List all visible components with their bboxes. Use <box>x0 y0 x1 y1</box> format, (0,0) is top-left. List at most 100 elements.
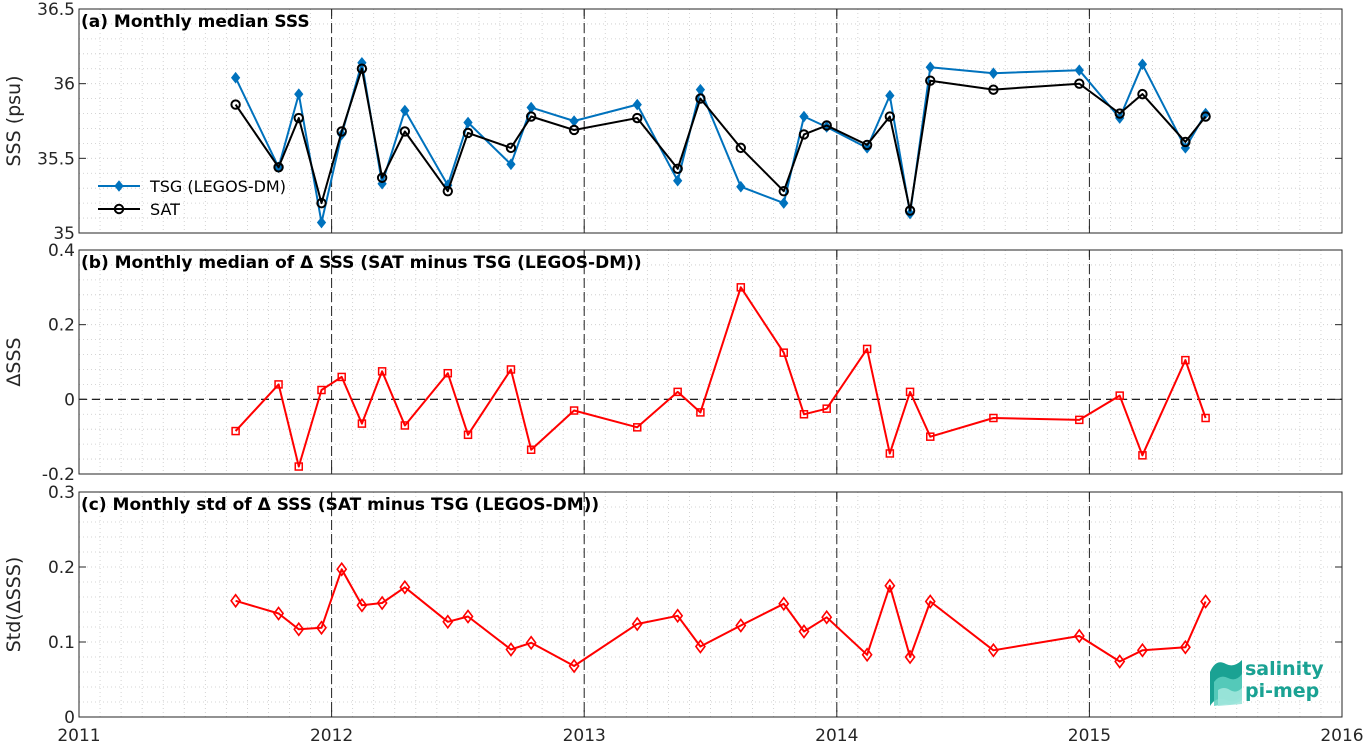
data-point <box>316 197 327 209</box>
data-point <box>230 99 241 110</box>
data-point <box>356 63 368 74</box>
data-point <box>505 642 517 657</box>
y-tick-label: 0 <box>64 708 75 728</box>
data-point <box>1114 654 1126 669</box>
data-point <box>884 578 896 594</box>
data-point <box>506 158 516 171</box>
data-point <box>924 594 936 609</box>
data-point <box>1181 355 1190 365</box>
data-point <box>569 115 579 127</box>
y-tick-label: 36 <box>53 75 75 95</box>
data-point <box>632 423 642 432</box>
data-point <box>1115 391 1124 400</box>
data-point <box>861 139 873 151</box>
data-point <box>1200 111 1211 122</box>
data-point <box>273 606 285 621</box>
x-tick-label: 2015 <box>1068 726 1111 745</box>
data-point <box>1114 108 1125 119</box>
data-point <box>673 174 683 187</box>
data-point <box>442 185 453 197</box>
panel-title: (a) Monthly median SSS <box>81 12 310 32</box>
axes-box <box>78 491 1343 718</box>
data-point <box>1180 136 1191 148</box>
data-point <box>1137 58 1148 71</box>
data-point <box>399 126 411 137</box>
data-point <box>336 126 347 137</box>
data-point <box>337 372 346 382</box>
data-point <box>1138 451 1147 460</box>
data-point <box>568 658 580 674</box>
data-point <box>400 104 410 117</box>
series-line-delta <box>235 568 1207 667</box>
data-point <box>525 111 537 122</box>
data-point <box>273 162 284 173</box>
data-point <box>989 413 998 423</box>
data-point <box>631 616 643 632</box>
data-point <box>231 426 240 436</box>
data-point <box>336 561 348 577</box>
data-point <box>736 283 746 292</box>
data-point <box>274 380 283 389</box>
salinity-pi-mep-logo: salinity pi-mep <box>1208 656 1340 708</box>
data-point <box>987 642 999 658</box>
y-tick-label: 0.1 <box>48 633 75 653</box>
data-point <box>525 635 537 651</box>
data-point <box>315 620 327 636</box>
x-tick-label: 2011 <box>57 726 100 745</box>
data-point <box>1137 88 1148 100</box>
data-point <box>442 614 454 630</box>
y-axis-label: SSS (psu) <box>3 75 25 166</box>
panel-title: (c) Monthly std of Δ SSS (SAT minus TSG … <box>81 495 599 515</box>
data-point <box>316 216 327 229</box>
y-tick-label: 36.5 <box>37 0 75 20</box>
data-point <box>462 127 474 139</box>
panel-c: 0 0.1 0.2 0.3 2011 2012 2013 2014 2015 2016 Std(ΔS… <box>3 483 1364 745</box>
axes-box <box>78 249 1343 475</box>
data-point <box>294 88 304 100</box>
data-point <box>862 142 872 154</box>
data-point <box>904 649 916 665</box>
panel-b: -0.2 0 0.2 0.4 ΔSSS (b) Monthly median of Δ S… <box>3 241 1343 485</box>
wave-icon <box>1210 660 1242 706</box>
logo-text-line2: pi-mep <box>1245 680 1320 702</box>
data-point <box>862 344 872 354</box>
series-line-sat <box>234 67 1207 212</box>
y-tick-label: 35.5 <box>37 149 75 169</box>
data-point <box>779 197 789 209</box>
data-point <box>377 367 387 376</box>
legend-marker <box>113 203 125 215</box>
data-point <box>798 624 810 639</box>
data-point <box>230 71 241 84</box>
data-point <box>884 111 896 122</box>
data-point <box>462 609 474 624</box>
data-point <box>799 410 809 419</box>
data-point <box>632 98 642 111</box>
series-line-delta <box>234 286 1207 468</box>
data-point <box>526 101 536 114</box>
y-tick-label: 0.2 <box>48 558 75 578</box>
y-tick-label: -0.2 <box>42 465 75 485</box>
data-point <box>1201 413 1210 423</box>
data-point <box>376 172 388 183</box>
series-line-tsg <box>234 61 1207 224</box>
data-point <box>694 639 706 654</box>
y-tick-label: 0 <box>64 390 75 410</box>
data-point <box>1073 628 1085 644</box>
data-point <box>1075 415 1084 425</box>
data-point <box>904 205 916 216</box>
data-point <box>356 597 368 613</box>
legend-marker <box>114 180 124 192</box>
x-tick-label: 2013 <box>563 726 606 745</box>
data-point <box>357 419 367 428</box>
panel-a: 35 35.5 36 36.5 SSS (psu) (a) Monthly median … <box>3 0 1343 244</box>
data-point <box>885 89 895 102</box>
logo-text-line1: salinity <box>1245 658 1324 680</box>
data-point <box>1200 107 1211 120</box>
data-point <box>925 75 936 86</box>
legend-entry: SAT <box>150 200 180 219</box>
data-point <box>798 129 810 140</box>
data-point <box>779 348 789 357</box>
data-point <box>988 67 999 80</box>
data-point <box>735 142 747 154</box>
